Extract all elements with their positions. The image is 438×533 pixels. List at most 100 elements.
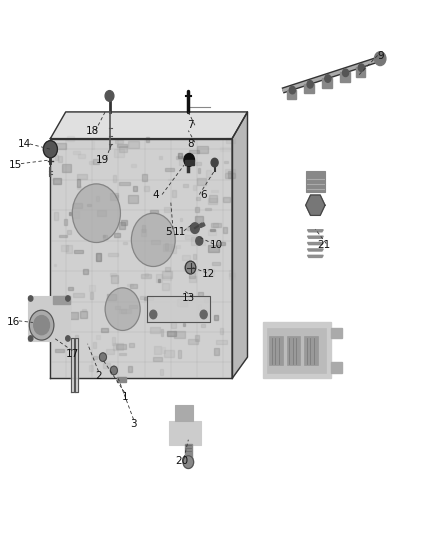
Bar	[226, 169, 235, 172]
Bar	[210, 229, 215, 231]
Text: 11: 11	[173, 227, 186, 237]
Bar	[223, 197, 230, 202]
Bar	[195, 207, 199, 213]
Bar	[87, 204, 91, 206]
Polygon shape	[307, 243, 323, 245]
Bar	[103, 235, 106, 237]
Bar	[212, 262, 220, 265]
Bar	[66, 245, 72, 253]
Polygon shape	[331, 362, 342, 373]
Text: 1: 1	[121, 392, 128, 402]
Polygon shape	[71, 338, 74, 392]
Bar	[184, 265, 188, 270]
Bar	[201, 324, 205, 327]
Bar	[142, 174, 147, 181]
Bar	[194, 335, 199, 341]
Bar	[83, 269, 88, 274]
Bar	[208, 198, 217, 204]
Polygon shape	[307, 249, 323, 251]
Bar	[114, 233, 120, 237]
Circle shape	[211, 158, 218, 167]
Bar	[269, 336, 283, 365]
Bar	[209, 196, 217, 201]
Circle shape	[66, 296, 70, 301]
Bar	[78, 154, 85, 158]
Bar	[110, 273, 117, 276]
Circle shape	[200, 310, 207, 319]
Text: 17: 17	[66, 350, 79, 359]
Circle shape	[28, 336, 33, 341]
Circle shape	[307, 80, 313, 88]
Bar	[119, 353, 126, 354]
Bar	[171, 246, 176, 253]
Bar	[119, 222, 125, 229]
Polygon shape	[331, 328, 342, 338]
Bar	[97, 210, 106, 215]
Bar	[74, 251, 83, 253]
Bar	[119, 182, 130, 185]
Bar	[67, 135, 74, 141]
Circle shape	[66, 336, 70, 341]
Circle shape	[150, 310, 157, 319]
Bar	[62, 166, 70, 172]
Circle shape	[105, 91, 114, 101]
Bar	[128, 141, 139, 148]
Bar	[208, 245, 219, 252]
Bar	[127, 284, 134, 286]
Text: 9: 9	[378, 51, 385, 61]
Bar	[103, 235, 107, 239]
Bar	[198, 168, 201, 173]
Bar	[187, 227, 195, 230]
Bar	[167, 332, 176, 336]
Bar	[189, 272, 195, 278]
Bar	[110, 193, 118, 200]
Bar	[322, 78, 332, 87]
Bar	[206, 170, 211, 177]
Bar	[189, 276, 195, 282]
Polygon shape	[117, 377, 126, 382]
Bar	[356, 67, 365, 77]
Polygon shape	[199, 223, 205, 228]
Bar	[116, 195, 118, 198]
Text: 12: 12	[201, 270, 215, 279]
Bar	[177, 156, 185, 158]
Bar	[204, 297, 208, 302]
Bar	[180, 160, 186, 165]
Bar	[182, 255, 191, 260]
Bar	[169, 421, 201, 445]
Bar	[263, 322, 331, 378]
Bar	[93, 356, 97, 359]
Bar	[113, 175, 116, 182]
Polygon shape	[306, 195, 325, 215]
Circle shape	[131, 213, 175, 266]
Circle shape	[28, 296, 33, 301]
Bar	[68, 287, 73, 290]
Bar	[129, 343, 134, 346]
Bar	[145, 273, 148, 276]
Polygon shape	[50, 139, 232, 378]
Bar	[193, 254, 196, 259]
Circle shape	[191, 223, 199, 233]
Bar	[162, 347, 166, 353]
Bar	[64, 220, 67, 225]
Bar	[140, 296, 148, 299]
Text: 20: 20	[175, 456, 188, 466]
Circle shape	[72, 184, 120, 243]
Bar	[223, 228, 227, 233]
Bar	[80, 311, 87, 318]
Bar	[77, 174, 88, 179]
Bar	[121, 220, 127, 224]
Bar	[226, 139, 234, 143]
Bar	[160, 369, 163, 375]
Bar	[198, 292, 203, 296]
Bar	[180, 302, 187, 306]
Polygon shape	[307, 230, 323, 232]
Bar	[67, 230, 71, 234]
Bar	[102, 364, 110, 368]
Bar	[154, 346, 161, 354]
Bar	[73, 203, 82, 208]
Bar	[101, 328, 108, 332]
Bar	[88, 285, 95, 290]
Text: 2: 2	[95, 371, 102, 381]
Bar	[121, 309, 131, 313]
